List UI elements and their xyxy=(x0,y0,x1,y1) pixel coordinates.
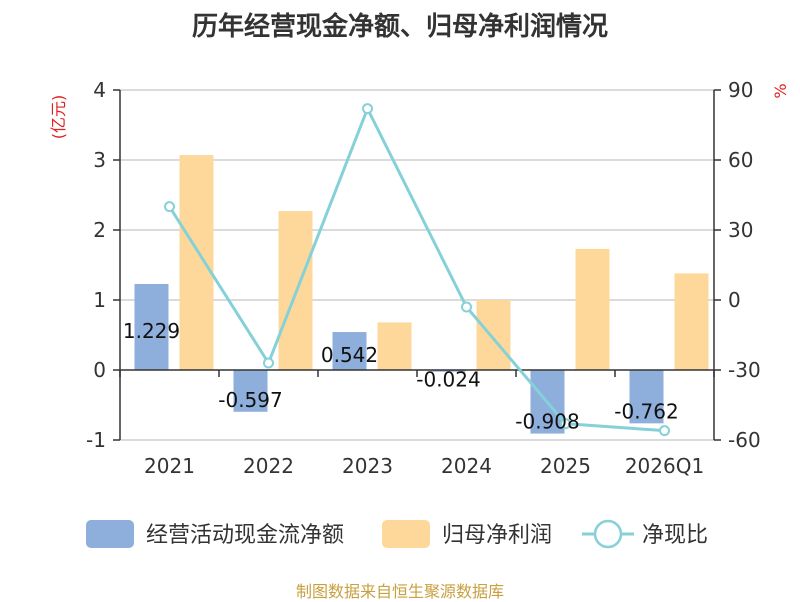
bar-netprofit-2023 xyxy=(377,322,412,370)
data-label-cashflow-2024: -0.024 xyxy=(416,368,480,392)
line-series-path xyxy=(168,104,665,433)
right-tick-label: 30 xyxy=(728,218,753,242)
bar-netprofit-2026Q1 xyxy=(674,273,709,370)
data-labels-group: 1.229 -0.597 0.542 -0.024 -0.908 -0.762 xyxy=(123,319,679,434)
line-point-2024 xyxy=(461,301,472,313)
bars-group xyxy=(134,155,709,434)
x-category-label: 2022 xyxy=(243,454,294,478)
right-tick-label: -30 xyxy=(728,358,761,382)
source-note: 制图数据来自恒生聚源数据库 xyxy=(295,582,504,601)
bar-cashflow-2023 xyxy=(332,332,367,370)
data-label-cashflow-2026Q1: -0.762 xyxy=(614,399,678,423)
bar-cashflow-2026Q1 xyxy=(629,370,664,424)
right-tick-label: 60 xyxy=(728,148,753,172)
left-tick-label: 2 xyxy=(93,218,106,242)
data-label-cashflow-2023: 0.542 xyxy=(321,343,378,367)
bar-netprofit-2021 xyxy=(179,155,214,370)
right-tick-label: 0 xyxy=(728,288,741,312)
bar-cashflow-2022 xyxy=(233,370,268,412)
legend-label-2: 净现比 xyxy=(642,523,708,548)
data-label-cashflow-2021: 1.229 xyxy=(123,319,180,343)
data-label-cashflow-2022: -0.597 xyxy=(218,388,282,412)
bar-netprofit-2024 xyxy=(476,300,511,370)
line-point-2025 xyxy=(560,418,571,430)
line-point-2023 xyxy=(362,103,373,115)
legend-swatch-1 xyxy=(382,520,430,548)
bar-cashflow-2024 xyxy=(431,370,466,372)
axes-group: 4 3 2 1 0 -1 90 60 30 0 -30 -60 2021 2022 2023 2024 2025… xyxy=(49,78,790,478)
bar-netprofit-2025 xyxy=(575,248,610,370)
right-tick-label: 90 xyxy=(728,78,753,102)
legend-marker-swatch xyxy=(593,519,623,549)
line-series-group xyxy=(164,103,670,437)
right-tick-label: -60 xyxy=(728,428,761,452)
left-tick-label: 0 xyxy=(93,358,106,382)
legend-swatch-0 xyxy=(86,520,134,548)
legend: 经营活动现金流净额 归母净利润 净现比 xyxy=(86,519,708,549)
line-point-2021 xyxy=(164,201,175,213)
line-point-2022 xyxy=(263,357,274,369)
chart-title: 历年经营现金净额、归母净利润情况 xyxy=(191,12,608,42)
x-category-label: 2021 xyxy=(144,454,195,478)
left-tick-label: -1 xyxy=(86,428,106,452)
data-label-cashflow-2025: -0.908 xyxy=(515,410,579,434)
grid-lines xyxy=(120,89,714,441)
left-tick-label: 4 xyxy=(93,78,106,102)
x-category-label: 2023 xyxy=(342,454,393,478)
left-tick-label: 1 xyxy=(93,288,106,312)
x-category-label: 2025 xyxy=(540,454,591,478)
bar-cashflow-2021 xyxy=(134,283,169,370)
legend-label-0: 经营活动现金流净额 xyxy=(146,523,344,548)
left-tick-label: 3 xyxy=(93,148,106,172)
x-category-label: 2026Q1 xyxy=(625,454,704,478)
x-category-label: 2024 xyxy=(441,454,492,478)
left-axis-unit: (亿元) xyxy=(49,95,68,140)
line-point-2026Q1 xyxy=(659,425,670,437)
legend-label-1: 归母净利润 xyxy=(442,523,552,548)
right-axis-unit: % xyxy=(771,83,790,98)
